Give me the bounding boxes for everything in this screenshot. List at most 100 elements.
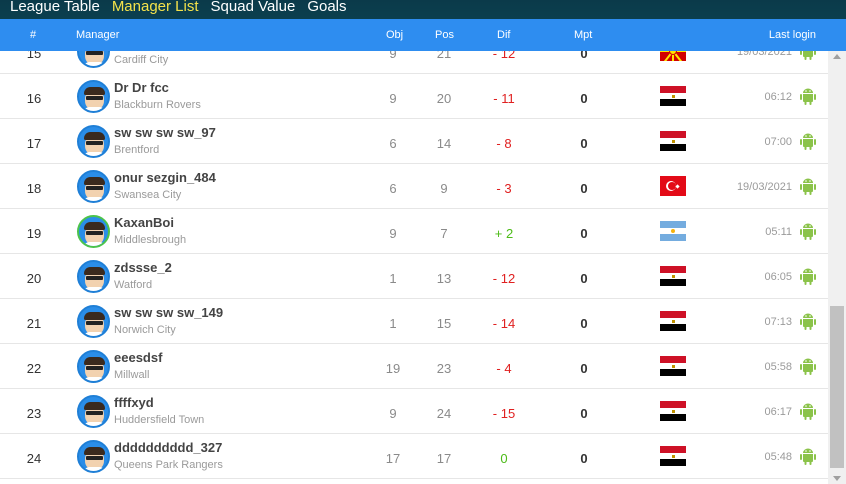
manager-avatar-icon[interactable] xyxy=(77,125,110,158)
row-rank: 16 xyxy=(26,91,42,106)
manager-list-panel: # Manager Obj Pos Dif Mpt Last login 15 … xyxy=(0,19,846,484)
country-flag-icon xyxy=(660,266,686,286)
android-icon xyxy=(800,223,816,240)
last-login-value: 05:11 xyxy=(765,226,792,238)
difference-value: - 12 xyxy=(492,271,516,286)
manager-team: Watford xyxy=(114,279,153,291)
tab-goals[interactable]: Goals xyxy=(307,0,347,15)
manager-avatar-icon[interactable] xyxy=(77,350,110,383)
difference-value: - 11 xyxy=(493,91,515,106)
position-value: 7 xyxy=(440,226,448,241)
country-flag-icon xyxy=(660,221,686,241)
table-header: # Manager Obj Pos Dif Mpt Last login xyxy=(0,19,846,51)
objective-value: 9 xyxy=(389,406,397,421)
mpt-value: 0 xyxy=(580,91,588,106)
row-rank: 17 xyxy=(26,136,42,151)
mpt-value: 0 xyxy=(580,136,588,151)
scroll-down-arrow-icon[interactable] xyxy=(833,476,841,481)
android-icon xyxy=(800,268,816,285)
vertical-scrollbar[interactable] xyxy=(828,51,846,484)
row-rank: 18 xyxy=(26,181,42,196)
position-value: 21 xyxy=(436,51,452,61)
scrollbar-thumb[interactable] xyxy=(830,306,844,468)
objective-value: 6 xyxy=(389,181,397,196)
mpt-value: 0 xyxy=(580,181,588,196)
table-row[interactable]: 19 KaxanBoi Middlesbrough 9 7 + 2 0 05:1… xyxy=(0,209,828,254)
manager-name[interactable]: KaxanBoi xyxy=(114,215,174,230)
objective-value: 6 xyxy=(389,136,397,151)
manager-list[interactable]: 15 Cardiff City 9 21 - 12 0 19/03/2021 1… xyxy=(0,51,828,484)
manager-name[interactable]: Dr Dr fcc xyxy=(114,80,169,95)
objective-value: 17 xyxy=(385,451,401,466)
last-login-value: 19/03/2021 xyxy=(736,181,792,193)
android-icon xyxy=(800,358,816,375)
manager-team: Cardiff City xyxy=(114,54,169,66)
table-row[interactable]: 18 onur sezgin_484 Swansea City 6 9 - 3 … xyxy=(0,164,828,209)
manager-avatar-icon[interactable] xyxy=(77,51,110,68)
column-header-obj[interactable]: Obj xyxy=(386,29,404,41)
difference-value: - 14 xyxy=(492,316,516,331)
column-header-last-login[interactable]: Last login xyxy=(768,29,816,41)
mpt-value: 0 xyxy=(580,271,588,286)
manager-avatar-icon[interactable] xyxy=(77,170,110,203)
manager-name[interactable]: sw sw sw sw_149 xyxy=(114,305,224,320)
table-row[interactable]: 20 zdssse_2 Watford 1 13 - 12 0 06:05 xyxy=(0,254,828,299)
column-header-num[interactable]: # xyxy=(30,29,37,41)
objective-value: 1 xyxy=(389,316,397,331)
manager-name[interactable]: dddddddddd_327 xyxy=(114,440,223,455)
position-value: 20 xyxy=(436,91,452,106)
row-rank: 24 xyxy=(26,451,42,466)
position-value: 9 xyxy=(440,181,448,196)
mpt-value: 0 xyxy=(580,226,588,241)
manager-name[interactable]: sw sw sw sw_97 xyxy=(114,125,216,140)
manager-avatar-icon[interactable] xyxy=(77,305,110,338)
column-header-dif[interactable]: Dif xyxy=(497,29,511,41)
objective-value: 9 xyxy=(389,51,397,61)
manager-avatar-icon[interactable] xyxy=(77,440,110,473)
country-flag-icon xyxy=(660,311,686,331)
last-login-value: 07:00 xyxy=(764,136,792,148)
country-flag-icon xyxy=(660,446,686,466)
row-rank: 21 xyxy=(26,316,42,331)
table-row[interactable]: 22 eeesdsf Millwall 19 23 - 4 0 05:58 xyxy=(0,344,828,389)
tab-squad-value[interactable]: Squad Value xyxy=(210,0,296,15)
position-value: 23 xyxy=(436,361,452,376)
row-rank: 23 xyxy=(26,406,42,421)
android-icon xyxy=(800,448,816,465)
scroll-up-arrow-icon[interactable] xyxy=(833,54,841,59)
manager-name[interactable]: eeesdsf xyxy=(114,350,163,365)
column-header-mpt[interactable]: Mpt xyxy=(574,29,593,41)
difference-value: - 3 xyxy=(496,181,512,196)
difference-value: - 12 xyxy=(492,51,516,61)
tab-league-table[interactable]: League Table xyxy=(10,0,100,15)
position-value: 13 xyxy=(436,271,452,286)
manager-team: Millwall xyxy=(114,369,150,381)
android-icon xyxy=(800,51,816,60)
table-row[interactable]: 17 sw sw sw sw_97 Brentford 6 14 - 8 0 0… xyxy=(0,119,828,164)
manager-team: Middlesbrough xyxy=(114,234,187,246)
table-row[interactable]: 16 Dr Dr fcc Blackburn Rovers 9 20 - 11 … xyxy=(0,74,828,119)
column-header-pos[interactable]: Pos xyxy=(435,29,454,41)
table-row[interactable]: 21 sw sw sw sw_149 Norwich City 1 15 - 1… xyxy=(0,299,828,344)
android-icon xyxy=(800,88,816,105)
objective-value: 19 xyxy=(385,361,401,376)
manager-name[interactable]: onur sezgin_484 xyxy=(114,170,216,185)
column-header-manager[interactable]: Manager xyxy=(76,29,120,41)
manager-avatar-icon[interactable] xyxy=(77,80,110,113)
manager-avatar-icon[interactable] xyxy=(77,395,110,428)
last-login-value: 05:58 xyxy=(764,361,792,373)
last-login-value: 06:12 xyxy=(764,91,792,103)
position-value: 17 xyxy=(436,451,452,466)
difference-value: - 15 xyxy=(492,406,516,421)
manager-avatar-icon[interactable] xyxy=(77,215,110,248)
tab-manager-list[interactable]: Manager List xyxy=(111,0,199,15)
manager-name[interactable]: ffffxyd xyxy=(114,395,154,410)
country-flag-icon xyxy=(660,356,686,376)
manager-name[interactable]: zdssse_2 xyxy=(114,260,172,275)
difference-value: + 2 xyxy=(494,226,514,241)
android-icon xyxy=(800,133,816,150)
manager-avatar-icon[interactable] xyxy=(77,260,110,293)
table-row[interactable]: 23 ffffxyd Huddersfield Town 9 24 - 15 0… xyxy=(0,389,828,434)
table-row[interactable]: 15 Cardiff City 9 21 - 12 0 19/03/2021 xyxy=(0,51,828,74)
table-row[interactable]: 24 dddddddddd_327 Queens Park Rangers 17… xyxy=(0,434,828,479)
